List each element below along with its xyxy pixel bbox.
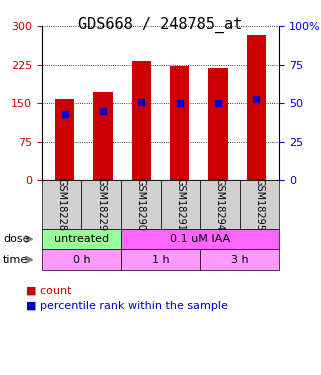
Text: GSM18290: GSM18290 (136, 178, 146, 231)
Text: GDS668 / 248785_at: GDS668 / 248785_at (78, 17, 243, 33)
Text: GSM18294: GSM18294 (215, 178, 225, 231)
Text: ■ count: ■ count (26, 286, 71, 296)
Text: GSM18291: GSM18291 (175, 178, 185, 231)
Text: 0.1 uM IAA: 0.1 uM IAA (170, 234, 230, 244)
Text: GSM18228: GSM18228 (56, 178, 66, 231)
Bar (132, 61, 151, 180)
Text: time: time (3, 255, 29, 265)
Bar (170, 66, 189, 180)
Bar (247, 36, 266, 180)
Text: 1 h: 1 h (152, 255, 169, 265)
Text: untreated: untreated (54, 234, 109, 244)
Text: GSM18229: GSM18229 (96, 178, 106, 231)
Text: ■ percentile rank within the sample: ■ percentile rank within the sample (26, 301, 228, 310)
Text: dose: dose (3, 234, 30, 244)
Text: 3 h: 3 h (231, 255, 248, 265)
Bar (208, 68, 228, 180)
Text: GSM18295: GSM18295 (255, 178, 265, 231)
Bar (55, 99, 74, 180)
Text: 0 h: 0 h (73, 255, 90, 265)
Bar (93, 92, 113, 180)
